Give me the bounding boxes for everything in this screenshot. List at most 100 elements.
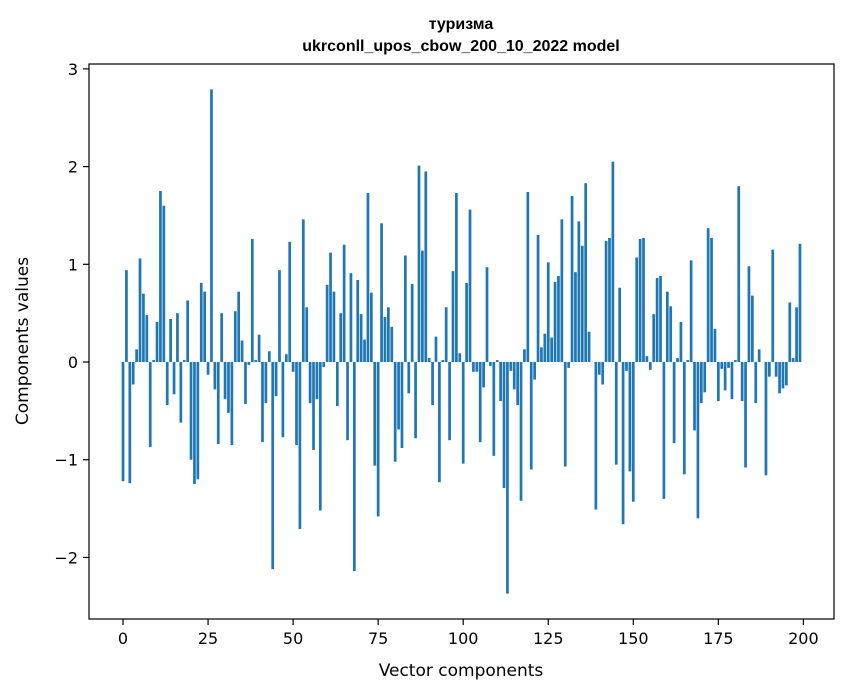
bar-66 [346,362,349,441]
bar-25 [206,362,210,375]
bar-37 [247,362,251,365]
bar-8 [148,362,152,448]
bar-19 [186,300,190,363]
bar-130 [563,362,567,467]
bar-140 [597,362,601,375]
bar-43 [267,351,271,363]
bar-104 [475,362,479,372]
bar-119 [526,192,530,363]
y-tick-label: 2 [68,158,78,177]
bar-133 [574,272,577,363]
bar-164 [679,321,683,363]
bar-101 [465,282,468,363]
bar-84 [407,362,411,394]
bar-59 [322,362,326,367]
bar-103 [472,362,475,372]
bar-187 [757,349,761,363]
bar-58 [318,362,322,511]
bar-137 [587,331,591,363]
bar-97 [451,271,455,363]
bar-108 [489,362,492,366]
bar-142 [604,240,608,363]
bar-154 [645,356,649,363]
bar-168 [693,362,696,431]
bar-196 [788,302,792,363]
y-axis: −2 −1 0 1 2 3 [54,60,89,567]
bar-29 [220,313,224,363]
bar-44 [271,362,275,570]
bar-106 [482,362,485,388]
bar-18 [182,360,186,363]
bar-1 [125,270,128,363]
bar-165 [682,362,686,475]
bar-38 [250,238,254,363]
bar-30 [223,362,227,400]
bar-98 [455,192,458,363]
x-axis-label: Vector components [379,661,544,681]
bar-85 [410,283,414,363]
x-tick-label: 75 [368,629,388,648]
bar-24 [203,291,207,363]
bar-156 [652,314,656,363]
x-tick-label: 50 [283,629,303,648]
bar-118 [523,349,526,363]
bar-16 [176,313,179,363]
bar-114 [509,362,513,371]
bar-51 [295,362,298,446]
bar-67 [349,273,353,363]
bar-9 [152,360,155,363]
bar-171 [703,362,707,393]
x-axis: 0 25 50 75 100 125 150 175 200 [118,619,819,648]
bar-169 [696,362,700,519]
bar-49 [288,241,292,363]
bar-64 [339,313,343,363]
bar-17 [179,362,183,423]
bar-129 [560,219,564,363]
bar-22 [196,362,200,480]
bar-68 [352,362,356,572]
bar-172 [706,228,710,363]
y-tick-label: −2 [54,548,78,567]
bar-92 [434,336,438,363]
bar-134 [577,221,581,363]
bar-95 [444,307,448,363]
bar-60 [325,284,329,363]
bar-13 [165,362,169,406]
bar-125 [546,262,550,363]
bar-73 [369,292,373,363]
y-tick-label: 3 [68,60,78,79]
bar-41 [261,362,264,443]
bar-76 [380,223,383,363]
bar-163 [676,358,679,363]
bar-10 [155,321,159,363]
bar-70 [359,314,363,363]
bar-100 [461,362,465,464]
bar-3 [131,362,135,385]
bar-28 [216,362,220,445]
bar-146 [618,287,622,363]
bar-52 [298,362,302,530]
bar-0 [121,362,125,482]
bar-122 [536,234,540,363]
bar-191 [771,249,775,363]
bar-180 [733,360,737,363]
bar-45 [274,362,278,397]
bar-48 [284,354,288,363]
bar-121 [533,362,536,380]
chart-subtitle: ukrconll_upos_cbow_200_10_2022 model [302,38,619,55]
bar-185 [751,295,754,363]
bar-79 [390,326,394,363]
bar-173 [710,237,713,363]
bar-77 [383,317,387,363]
bar-7 [145,315,149,363]
bar-69 [356,279,360,363]
bar-170 [699,362,703,404]
bar-42 [264,362,268,404]
bar-94 [441,360,445,363]
bar-63 [335,362,339,406]
bar-195 [785,362,788,386]
bar-153 [642,237,645,363]
bar-199 [798,243,802,363]
bar-148 [625,362,628,371]
